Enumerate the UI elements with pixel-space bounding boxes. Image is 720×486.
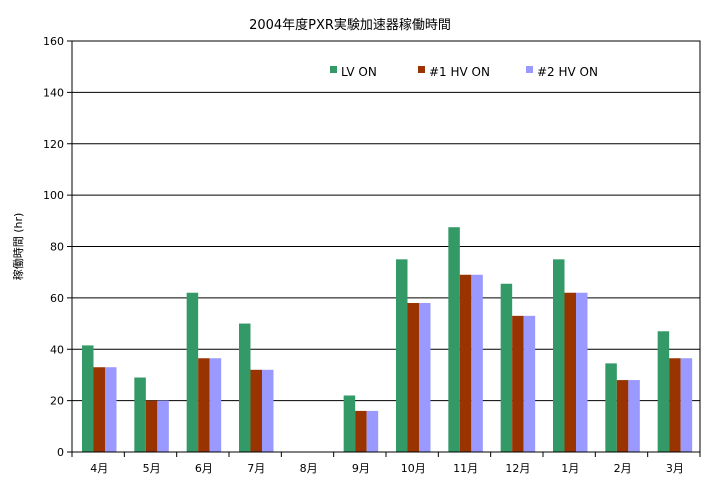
x-tick-label: 1月 xyxy=(561,462,579,475)
legend-label: #1 HV ON xyxy=(429,65,490,79)
x-tick-label: 9月 xyxy=(352,462,370,475)
bar-3 xyxy=(209,358,222,452)
legend-swatch xyxy=(418,66,425,73)
x-tick-label: 12月 xyxy=(505,462,530,475)
y-tick-label: 40 xyxy=(50,343,64,356)
bar-3 xyxy=(471,274,483,452)
bar-2 xyxy=(564,292,576,452)
bar-3 xyxy=(628,380,640,452)
y-tick-label: 140 xyxy=(43,86,64,99)
bar-3 xyxy=(105,367,117,452)
bar-1 xyxy=(657,331,670,452)
bar-1 xyxy=(186,292,199,452)
bar-3 xyxy=(262,369,274,452)
bar-3 xyxy=(366,410,379,452)
x-tick-label: 2月 xyxy=(614,462,632,475)
bar-2 xyxy=(250,369,262,452)
y-tick-label: 120 xyxy=(43,138,64,151)
bar-1 xyxy=(396,259,408,452)
bar-2 xyxy=(198,358,210,452)
x-tick-label: 11月 xyxy=(453,462,478,475)
bar-1 xyxy=(239,323,251,452)
x-tick-label: 10月 xyxy=(401,462,426,475)
y-tick-label: 20 xyxy=(50,395,64,408)
bar-2 xyxy=(355,410,367,452)
legend-swatch xyxy=(330,66,337,73)
y-axis-ticks: 0 20 40 60 80 100 120 140 160 xyxy=(43,35,72,459)
x-tick-label: 4月 xyxy=(90,462,108,475)
bar-2 xyxy=(407,303,419,452)
x-tick-label: 3月 xyxy=(666,462,684,475)
y-tick-label: 0 xyxy=(57,446,64,459)
x-tick-label: 8月 xyxy=(300,462,318,475)
x-axis-ticks: 4月 5月 6月 7月 8月 9月 10月 11月 12月 1月 2月 3月 xyxy=(71,452,701,475)
legend: LV ON #1 HV ON #2 HV ON xyxy=(330,65,598,79)
chart-title: 2004年度PXR実験加速器稼働時間 xyxy=(249,17,451,33)
x-tick-label: 5月 xyxy=(143,462,161,475)
bar-2 xyxy=(669,358,681,452)
bar-1 xyxy=(448,227,460,452)
y-tick-label: 160 xyxy=(43,35,64,48)
bar-3 xyxy=(157,400,169,452)
bar-1 xyxy=(82,345,94,452)
bar-3 xyxy=(419,303,431,452)
bar-1 xyxy=(605,363,617,452)
bar-2 xyxy=(459,274,472,452)
legend-label: #2 HV ON xyxy=(537,65,598,79)
y-tick-label: 100 xyxy=(43,189,64,202)
bar-1 xyxy=(553,259,565,452)
bar-3 xyxy=(576,292,588,452)
y-tick-label: 80 xyxy=(50,241,64,254)
y-axis-title: 稼働時間 (hr) xyxy=(11,213,25,281)
x-tick-label: 6月 xyxy=(195,462,213,475)
bar-2 xyxy=(512,315,524,452)
bar-3 xyxy=(523,315,536,452)
bars xyxy=(82,227,693,452)
bar-2 xyxy=(616,380,629,452)
bar-1 xyxy=(343,395,356,452)
bar-2 xyxy=(93,367,105,452)
x-tick-label: 7月 xyxy=(247,462,265,475)
bar-2 xyxy=(145,400,158,452)
bar-3 xyxy=(680,358,693,452)
bar-1 xyxy=(500,283,513,452)
legend-swatch xyxy=(526,66,533,73)
y-tick-label: 60 xyxy=(50,292,64,305)
legend-label: LV ON xyxy=(341,65,377,79)
bar-1 xyxy=(134,377,146,452)
